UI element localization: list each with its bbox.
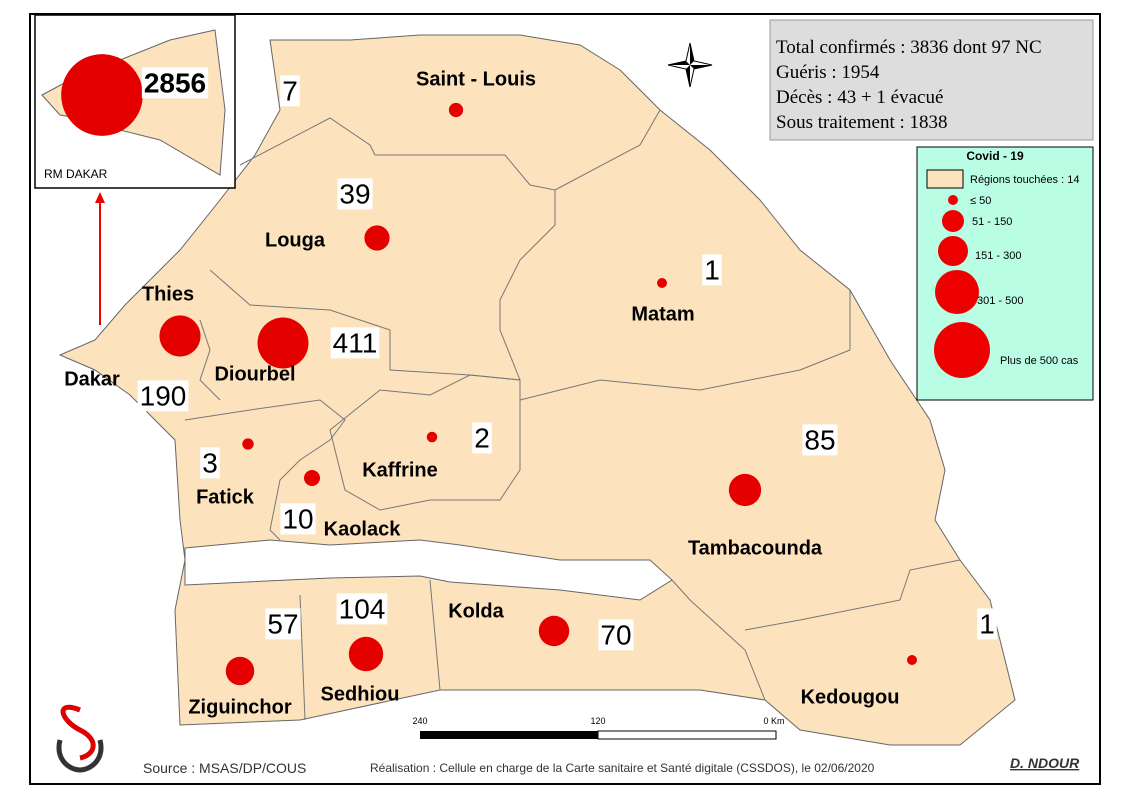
region-name: Louga [265, 229, 326, 251]
footer-credit: Réalisation : Cellule en charge de la Ca… [370, 761, 875, 775]
legend-circle [935, 270, 979, 314]
logo [56, 704, 104, 773]
count-bg [472, 422, 492, 454]
summary-line: Décès : 43 + 1 évacué [776, 87, 943, 108]
case-count: 411 [333, 327, 378, 358]
count-bg [265, 608, 301, 640]
footer-source: Source : MSAS/DP/COUS [143, 760, 306, 776]
scale-label: 0 Km [763, 716, 784, 726]
case-count: 7 [282, 75, 298, 106]
case-count: 190 [140, 380, 187, 411]
case-bubble [159, 315, 201, 357]
region-name: Thies [142, 283, 194, 305]
case-count: 2 [474, 422, 490, 453]
case-bubble [242, 438, 254, 450]
legend-item: ≤ 50 [970, 195, 991, 207]
region-name: Dakar [64, 368, 120, 390]
count-bg [280, 503, 316, 535]
case-bubble [657, 278, 667, 288]
scale-bar [597, 730, 777, 740]
region-name: Kedougou [801, 686, 900, 708]
scale-label: 240 [412, 716, 427, 726]
count-bg [141, 67, 209, 99]
scale-label: 120 [590, 716, 605, 726]
case-count: 1 [979, 608, 995, 639]
case-bubble [538, 615, 570, 647]
legend-item: Plus de 500 cas [1000, 355, 1079, 367]
case-count: 2856 [144, 67, 206, 98]
case-count: 104 [339, 593, 386, 624]
legend-item: 51 - 150 [972, 216, 1012, 228]
count-bg [802, 424, 838, 456]
case-bubble [364, 225, 390, 251]
case-bubble [348, 636, 384, 672]
case-bubble [61, 54, 143, 136]
case-bubble [225, 656, 255, 686]
summary-line: Sous traitement : 1838 [776, 112, 948, 133]
region-name: Sedhiou [321, 683, 400, 705]
case-bubble [907, 655, 917, 665]
legend-item: 301 - 500 [977, 295, 1023, 307]
compass [667, 42, 713, 88]
scale-bar [420, 731, 598, 739]
case-count: 1 [704, 254, 720, 285]
footer-author: D. NDOUR [1010, 755, 1080, 771]
case-count: 57 [267, 608, 298, 639]
inset-label: RM DAKAR [44, 167, 108, 181]
legend-circle [934, 322, 990, 378]
case-count: 10 [282, 503, 313, 534]
legend-circle [948, 195, 958, 205]
summary-line: Guéris : 1954 [776, 62, 880, 83]
case-count: 70 [600, 619, 631, 650]
count-bg [280, 75, 300, 107]
count-bg [336, 593, 388, 625]
case-count: 39 [339, 178, 370, 209]
count-bg [337, 178, 373, 210]
region-name: Tambacounda [688, 537, 823, 559]
legend-circle [938, 236, 968, 266]
count-bg [137, 380, 189, 412]
region-name: Diourbel [214, 363, 295, 385]
count-bg [977, 608, 997, 640]
case-bubble [304, 470, 320, 486]
legend-circle [942, 210, 964, 232]
region-name: Kolda [448, 600, 504, 622]
case-bubble [257, 317, 309, 369]
summary-line: Total confirmés : 3836 dont 97 NC [776, 37, 1042, 58]
legend-item: Régions touchées : 14 [970, 174, 1079, 186]
region-borders [184, 109, 961, 721]
summary-box [769, 19, 1094, 141]
legend-item: 151 - 300 [975, 250, 1021, 262]
count-bg [200, 447, 220, 479]
legend-title: Covid - 19 [966, 149, 1024, 163]
case-bubble [426, 431, 438, 443]
region-name: Ziguinchor [188, 696, 292, 718]
region-name: Fatick [196, 486, 255, 508]
region-name: Matam [631, 303, 694, 325]
region-name: Saint - Louis [416, 68, 536, 90]
region-name: Kaffrine [362, 459, 438, 481]
count-bg [330, 327, 380, 359]
count-bg [598, 619, 634, 651]
legend-swatch [926, 169, 964, 189]
case-bubble [448, 102, 464, 118]
region-name: Kaolack [324, 518, 402, 540]
case-count: 3 [202, 447, 218, 478]
case-count: 85 [804, 424, 835, 455]
arrow-head [95, 192, 105, 203]
count-bg [702, 254, 722, 286]
case-bubble [728, 473, 762, 507]
